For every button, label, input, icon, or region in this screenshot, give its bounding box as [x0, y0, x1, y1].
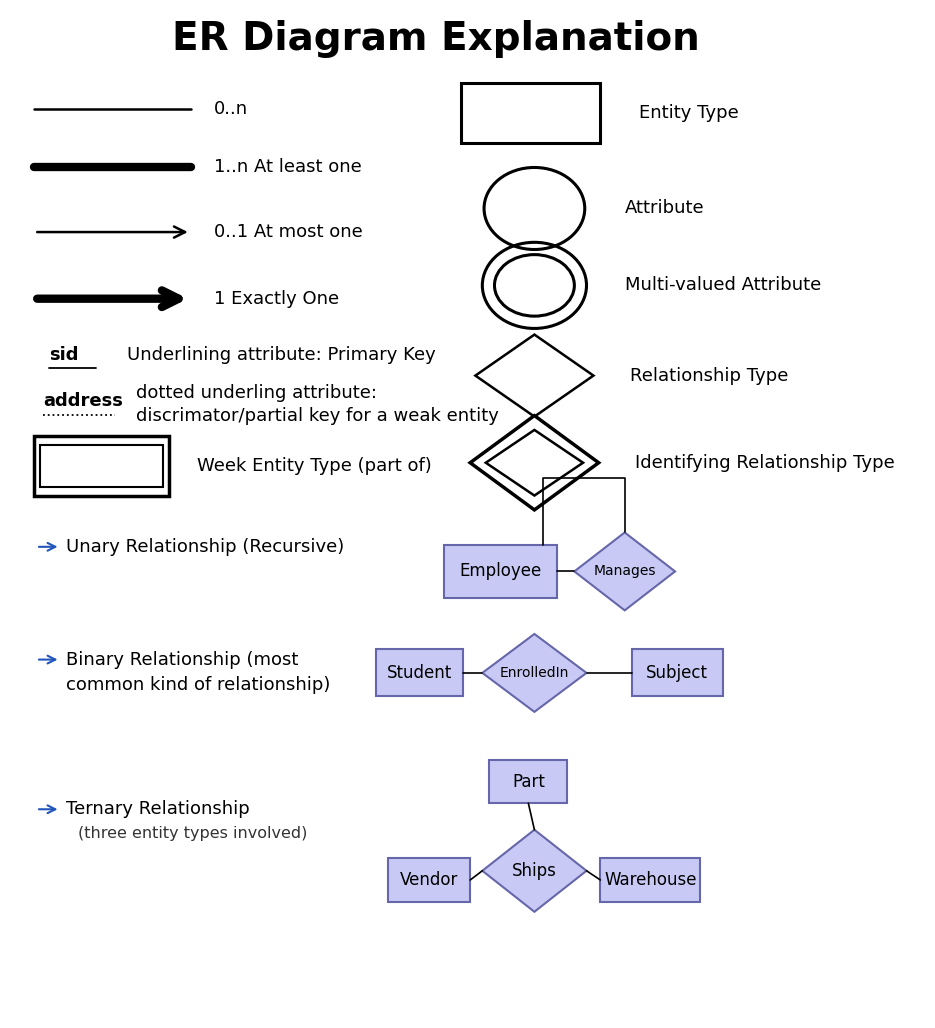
Polygon shape: [482, 634, 586, 711]
Text: Part: Part: [511, 773, 545, 791]
Bar: [35, 436, 169, 495]
Text: ER Diagram Explanation: ER Diagram Explanation: [172, 21, 699, 59]
Text: discrimator/partial key for a weak entity: discrimator/partial key for a weak entit…: [136, 407, 499, 425]
Text: Ternary Relationship: Ternary Relationship: [66, 800, 251, 818]
Text: 0..n: 0..n: [214, 100, 248, 118]
Text: Subject: Subject: [646, 664, 708, 682]
Text: Warehouse: Warehouse: [604, 871, 697, 889]
Text: Identifying Relationship Type: Identifying Relationship Type: [635, 453, 895, 472]
Polygon shape: [486, 430, 583, 495]
Bar: [444, 545, 557, 598]
Text: (three entity types involved): (three entity types involved): [78, 827, 308, 841]
Bar: [632, 650, 723, 697]
Ellipse shape: [495, 255, 574, 317]
Text: dotted underling attribute:: dotted underling attribute:: [136, 384, 377, 402]
Text: 0..1 At most one: 0..1 At most one: [214, 223, 363, 241]
Bar: [388, 858, 470, 902]
Bar: [40, 445, 163, 487]
Bar: [462, 83, 600, 143]
Text: Underlining attribute: Primary Key: Underlining attribute: Primary Key: [127, 346, 436, 364]
Polygon shape: [470, 415, 598, 510]
Text: Binary Relationship (most: Binary Relationship (most: [66, 651, 299, 668]
Polygon shape: [475, 334, 594, 416]
Text: Unary Relationship (Recursive): Unary Relationship (Recursive): [66, 538, 345, 556]
Text: common kind of relationship): common kind of relationship): [66, 676, 331, 694]
Polygon shape: [574, 533, 675, 611]
Text: Entity Type: Entity Type: [640, 104, 740, 122]
Text: Employee: Employee: [459, 562, 541, 581]
Text: Relationship Type: Relationship Type: [630, 367, 788, 384]
Polygon shape: [482, 830, 586, 912]
Text: address: address: [43, 393, 122, 410]
Text: Attribute: Attribute: [625, 199, 704, 218]
Text: EnrolledIn: EnrolledIn: [499, 666, 569, 680]
Text: Week Entity Type (part of): Week Entity Type (part of): [196, 456, 431, 475]
Text: Ships: Ships: [512, 861, 557, 880]
Text: 1..n At least one: 1..n At least one: [214, 158, 362, 177]
Text: Vendor: Vendor: [400, 871, 458, 889]
Text: 1 Exactly One: 1 Exactly One: [214, 290, 339, 307]
Text: Multi-valued Attribute: Multi-valued Attribute: [625, 277, 821, 294]
Bar: [489, 760, 568, 803]
Bar: [377, 650, 463, 697]
Text: Manages: Manages: [594, 564, 656, 579]
Text: Student: Student: [387, 664, 453, 682]
Bar: [600, 858, 700, 902]
Text: sid: sid: [50, 346, 79, 364]
